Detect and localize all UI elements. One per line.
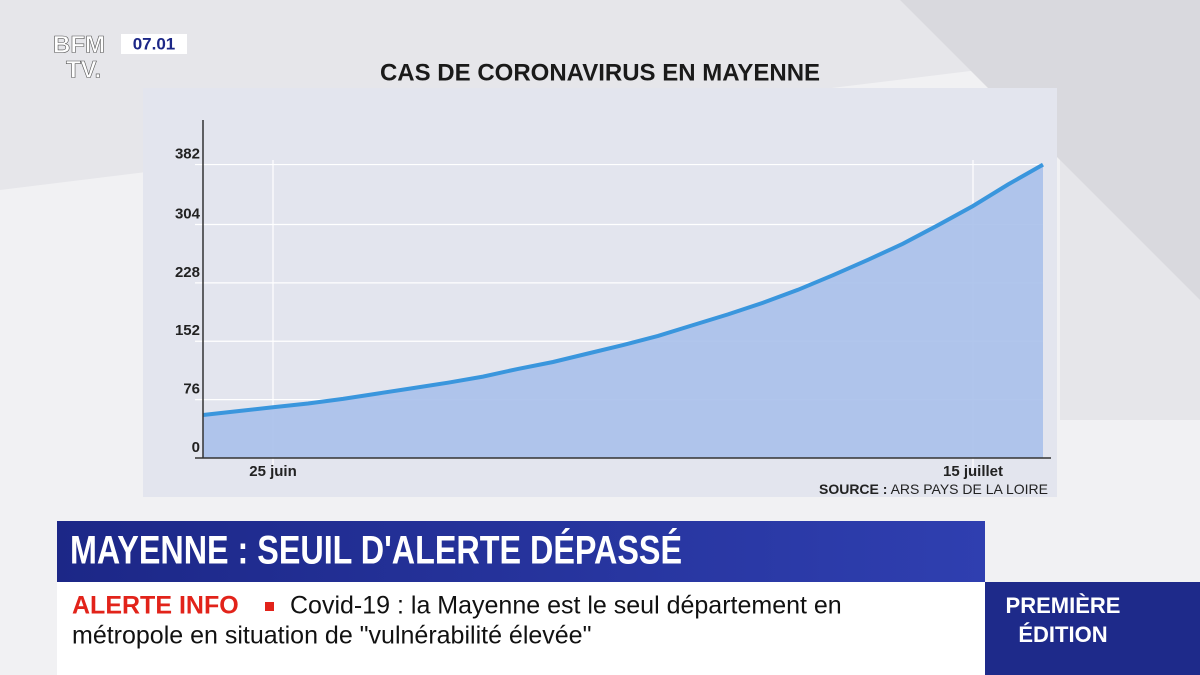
- logo-top: BFM: [53, 31, 105, 58]
- headline-bar: [57, 521, 985, 582]
- ticker-square: [265, 602, 274, 611]
- chart-title: CAS DE CORONAVIRUS EN MAYENNE: [380, 59, 820, 86]
- plot: 0 76 152 228 304 382 25 juin 15 juillet: [175, 120, 1051, 480]
- source-label: SOURCE :: [819, 481, 887, 497]
- ticker-bar: [57, 582, 985, 675]
- ticker-label: ALERTE INFO: [72, 592, 239, 620]
- y-tick-label: 152: [175, 322, 200, 339]
- y-tick-label: 0: [192, 439, 200, 456]
- y-tick-label: 76: [183, 381, 200, 398]
- time-box: [121, 34, 187, 54]
- y-tick-label: 304: [175, 205, 201, 222]
- program-box: [985, 582, 1200, 675]
- line: [202, 162, 1044, 417]
- x-tick-label: 25 juin: [249, 463, 297, 480]
- area: [203, 164, 1043, 458]
- y-tick-label: 228: [175, 264, 200, 281]
- x-tick-label: 15 juillet: [943, 463, 1003, 480]
- source-text: ARS PAYS DE LA LOIRE: [891, 481, 1048, 497]
- program-line: ÉDITION: [1018, 622, 1107, 647]
- program-line: PREMIÈRE: [1006, 593, 1121, 618]
- y-tick-label: 382: [175, 146, 200, 163]
- ticker-line: métropole en situation de "vulnérabilité…: [72, 622, 591, 650]
- time: 07.01: [133, 34, 176, 53]
- headline: MAYENNE : SEUIL D'ALERTE DÉPASSÉ: [70, 528, 682, 573]
- source: SOURCE : ARS PAYS DE LA LOIRE: [819, 481, 1048, 497]
- ticker-line: Covid-19 : la Mayenne est le seul départ…: [290, 592, 842, 620]
- logo-bottom: TV.: [66, 56, 101, 83]
